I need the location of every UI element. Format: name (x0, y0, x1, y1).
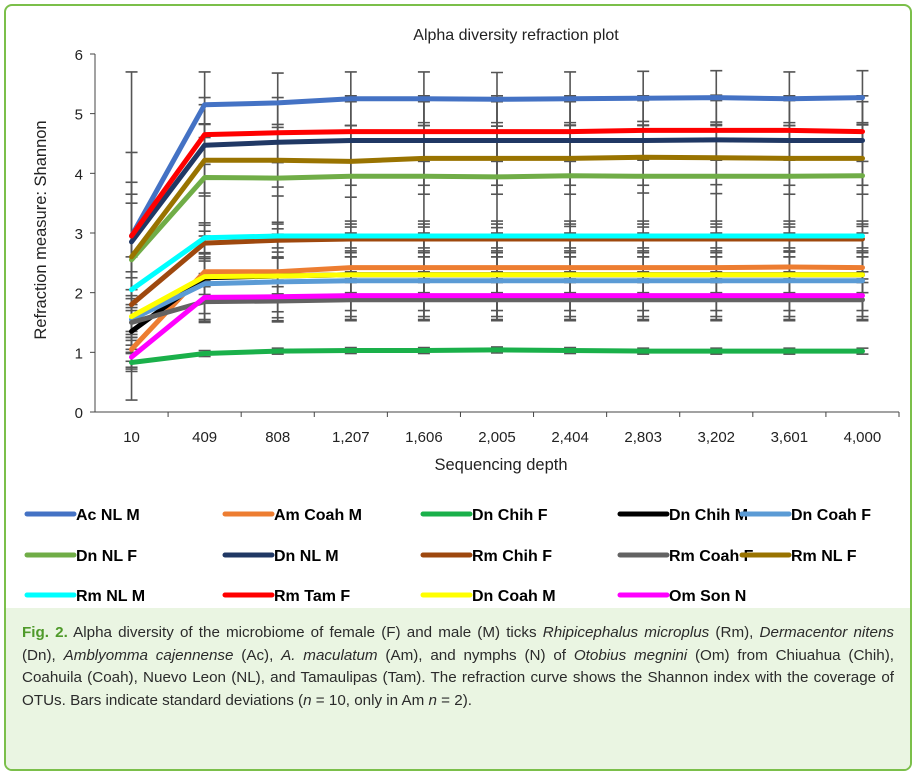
series-line (129, 278, 865, 322)
caption-panel: Fig. 2. Alpha diversity of the microbiom… (6, 608, 910, 769)
legend-label: Rm Chih F (472, 548, 552, 565)
series-line (129, 127, 865, 239)
x-tick-label: 1,606 (405, 429, 443, 446)
chart: 0 1 2 3 4 5 6 10 409 808 1,207 1,606 2,005 2,404 2,803… (24, 27, 900, 605)
y-tick-label: 1 (75, 345, 83, 362)
legend-label: Ac NL M (76, 507, 140, 524)
x-tick-label: 1,207 (332, 429, 370, 446)
y-tick-label: 2 (75, 286, 83, 303)
x-axis-label: Sequencing depth (434, 456, 567, 474)
y-tick-label: 4 (75, 166, 83, 183)
series-line (129, 173, 865, 263)
chart-axes: 0 1 2 3 4 5 6 10 409 808 1,207 1,606 2,005 2,404 2,803… (75, 47, 900, 446)
legend-label: Dn Chih M (669, 507, 748, 524)
y-tick-label: 5 (75, 107, 83, 124)
legend-label: Dn Coah M (472, 588, 556, 605)
figure-caption: Fig. 2. Alpha diversity of the microbiom… (22, 622, 894, 712)
series-line (129, 272, 865, 319)
caption-text: Alpha diversity of the microbiome of fem… (22, 624, 894, 709)
series-line (129, 95, 865, 239)
x-tick-label: 10 (123, 429, 140, 446)
y-tick-label: 3 (75, 226, 83, 243)
y-axis-label: Refraction measure: Shannon (32, 120, 50, 339)
chart-title: Alpha diversity refraction plot (413, 27, 619, 44)
series-lines (129, 95, 865, 365)
legend-label: Rm NL F (791, 548, 857, 565)
legend: Ac NL M Am Coah M Dn Chih F Dn Chih M Dn Coa… (24, 507, 871, 605)
x-tick-label: 3,601 (771, 429, 809, 446)
series-line (129, 137, 865, 245)
legend-label: Dn Coah F (791, 507, 871, 524)
figure-label: Fig. 2. (22, 624, 68, 641)
legend-label: Am Coah M (274, 507, 362, 524)
y-tick-label: 6 (75, 47, 83, 64)
legend-label: Dn Chih F (472, 507, 548, 524)
x-tick-label: 2,404 (551, 429, 589, 446)
legend-label: Dn NL F (76, 548, 137, 565)
x-tick-label: 409 (192, 429, 217, 446)
legend-label: Dn NL M (274, 548, 339, 565)
series-line (129, 293, 865, 360)
series-line (129, 233, 865, 293)
x-tick-label: 3,202 (697, 429, 735, 446)
legend-label: Rm Coah F (669, 548, 754, 565)
x-tick-label: 2,005 (478, 429, 516, 446)
series-line (129, 264, 865, 352)
y-tick-label: 0 (75, 405, 83, 422)
x-tick-label: 2,803 (624, 429, 662, 446)
series-line (129, 347, 865, 365)
figure-frame: 0 1 2 3 4 5 6 10 409 808 1,207 1,606 2,005 2,404 2,803… (4, 4, 912, 771)
x-tick-label: 4,000 (844, 429, 882, 446)
series-line (129, 236, 865, 308)
legend-label: Rm NL M (76, 588, 145, 605)
series-line (129, 297, 865, 325)
x-tick-label: 808 (265, 429, 290, 446)
legend-label: Rm Tam F (274, 588, 350, 605)
legend-label: Om Son N (669, 588, 746, 605)
series-line (129, 154, 865, 260)
